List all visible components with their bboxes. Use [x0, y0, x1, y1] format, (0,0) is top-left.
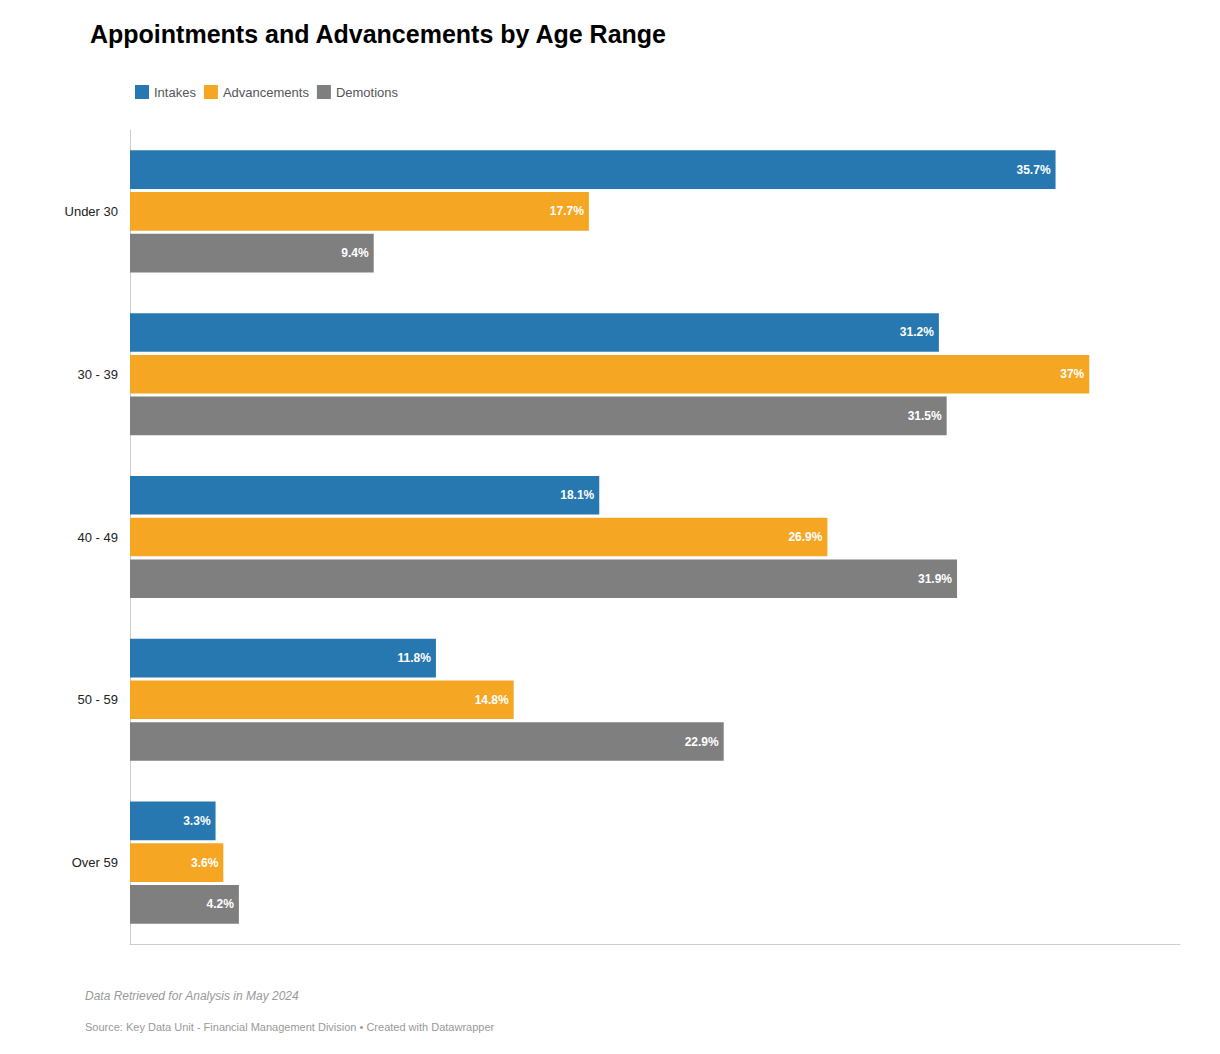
svg-text:11.8%: 11.8%	[398, 651, 432, 665]
svg-text:3.3%: 3.3%	[183, 814, 211, 828]
svg-text:30 - 39: 30 - 39	[78, 367, 118, 382]
svg-text:Appointments and Advancements: Appointments and Advancements by Age Ran…	[90, 20, 666, 48]
svg-text:Demotions: Demotions	[336, 85, 399, 100]
svg-text:31.2%: 31.2%	[900, 325, 934, 339]
svg-text:14.8%: 14.8%	[475, 693, 509, 707]
svg-text:31.9%: 31.9%	[918, 572, 952, 586]
svg-text:Over 59: Over 59	[72, 855, 118, 870]
svg-text:35.7%: 35.7%	[1017, 163, 1051, 177]
svg-text:Source: Key Data Unit - Financ: Source: Key Data Unit - Financial Manage…	[85, 1021, 495, 1033]
svg-text:4.2%: 4.2%	[207, 897, 235, 911]
svg-text:17.7%: 17.7%	[550, 204, 584, 218]
svg-text:9.4%: 9.4%	[341, 246, 369, 260]
svg-text:26.9%: 26.9%	[788, 530, 822, 544]
svg-text:Data Retrieved for Analysis in: Data Retrieved for Analysis in May 2024	[85, 989, 299, 1003]
svg-text:50 - 59: 50 - 59	[78, 692, 118, 707]
svg-text:3.6%: 3.6%	[191, 856, 219, 870]
svg-text:40 - 49: 40 - 49	[78, 530, 118, 545]
svg-text:Under 30: Under 30	[65, 204, 118, 219]
svg-text:18.1%: 18.1%	[560, 488, 594, 502]
svg-text:31.5%: 31.5%	[908, 409, 942, 423]
svg-text:Intakes: Intakes	[154, 85, 196, 100]
svg-text:37%: 37%	[1060, 367, 1084, 381]
svg-text:22.9%: 22.9%	[685, 735, 719, 749]
svg-text:Advancements: Advancements	[223, 85, 309, 100]
